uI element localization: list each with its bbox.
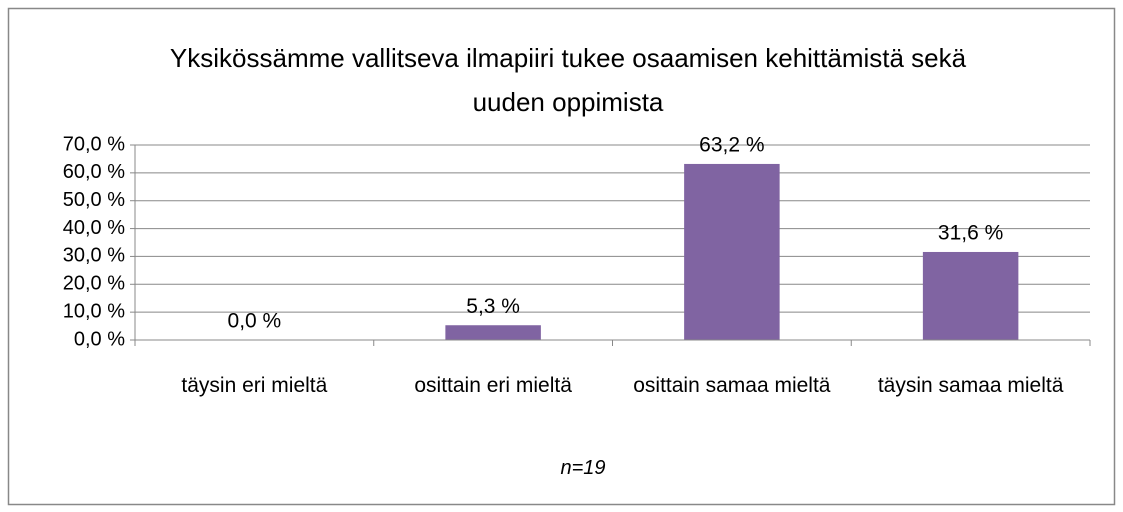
x-tick-label: täysin samaa mieltä: [877, 374, 1064, 397]
y-tick-label: 10,0 %: [63, 300, 125, 322]
value-label: 63,2 %: [699, 133, 764, 156]
x-tick-label: osittain eri mieltä: [414, 374, 572, 397]
y-tick-label: 70,0 %: [63, 133, 125, 155]
bar: [684, 163, 780, 340]
value-label: 31,6 %: [938, 222, 1003, 245]
value-label: 0,0 %: [228, 310, 282, 333]
bar: [445, 325, 541, 340]
y-tick-label: 50,0 %: [63, 189, 125, 211]
y-tick-label: 30,0 %: [63, 245, 125, 267]
chart-title: Yksikössämme vallitseva ilmapiiri tukee …: [169, 43, 967, 117]
y-tick-label: 60,0 %: [63, 161, 125, 183]
x-tick-label: täysin eri mieltä: [181, 374, 328, 397]
bar: [922, 251, 1019, 340]
y-tick-label: 40,0 %: [63, 217, 125, 239]
y-tick-label: 20,0 %: [63, 273, 125, 295]
value-label: 5,3 %: [466, 295, 520, 318]
x-tick-label: osittain samaa mieltä: [633, 374, 831, 397]
annotation: n=19: [560, 457, 606, 479]
y-tick-label: 0,0 %: [74, 328, 125, 350]
